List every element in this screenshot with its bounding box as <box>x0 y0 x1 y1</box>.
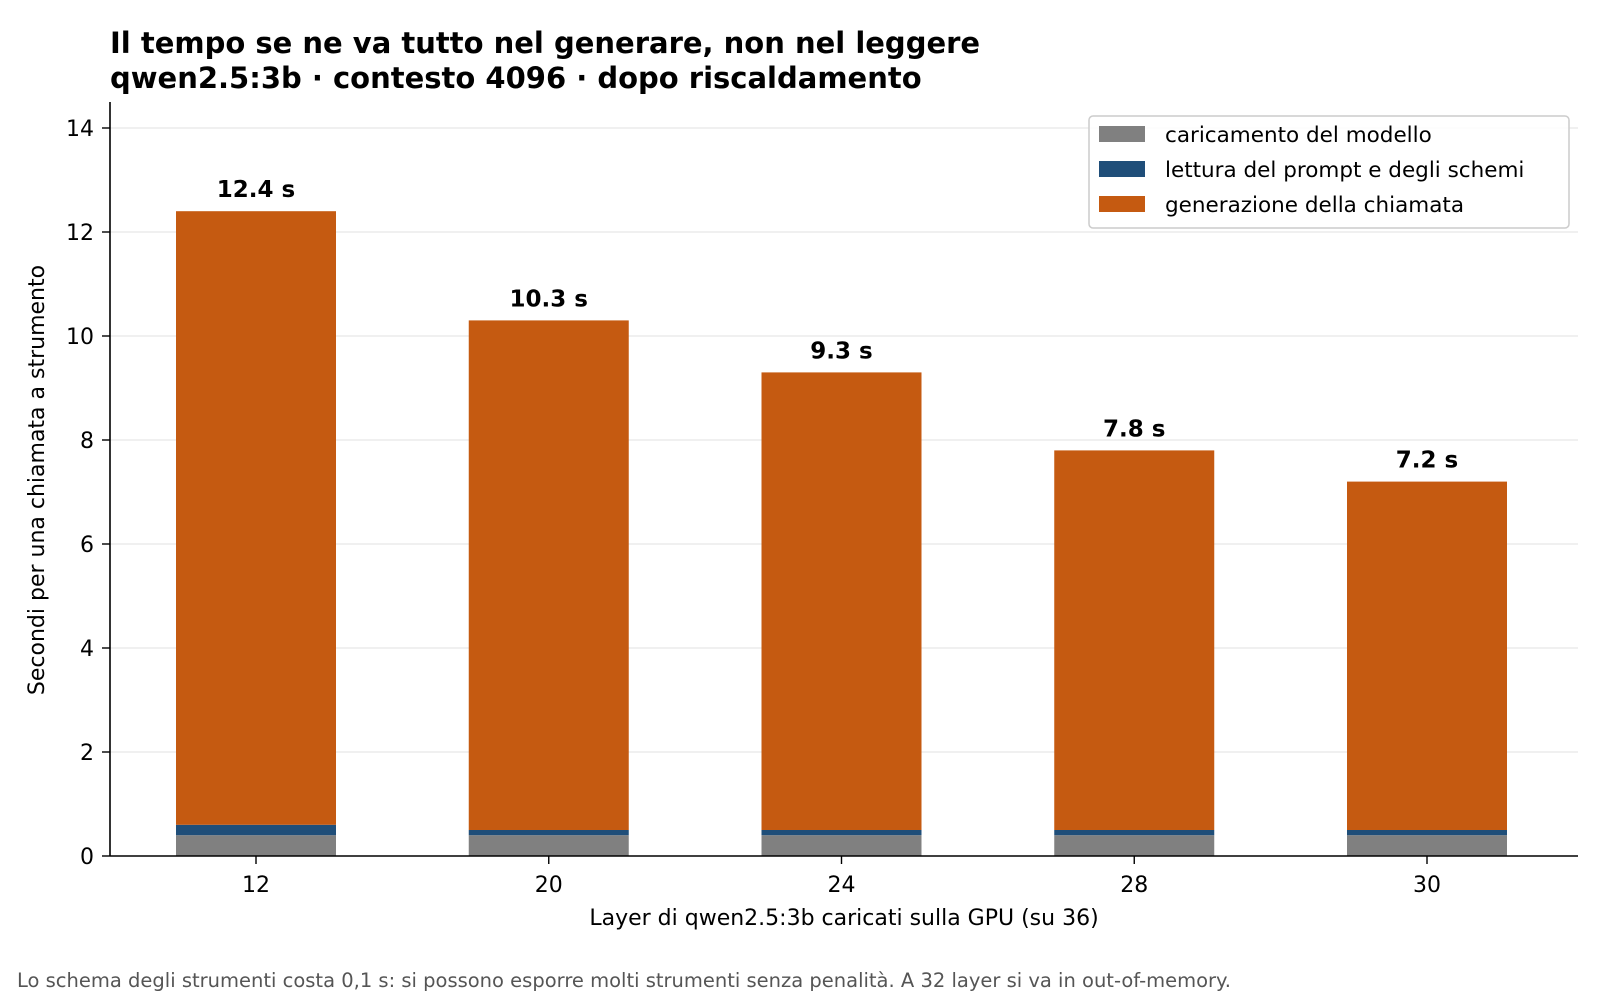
bar-segment <box>468 835 629 856</box>
bar-segment <box>1054 450 1215 830</box>
legend-label-lettura: lettura del prompt e degli schemi <box>1165 158 1524 183</box>
bars <box>176 211 1507 856</box>
bar-total-labels: 12.4 s 10.3 s 9.3 s 7.8 s 7.2 s <box>217 177 1458 473</box>
bar-segment <box>468 320 629 830</box>
bar-segment <box>1347 830 1507 836</box>
bar-total-label: 12.4 s <box>217 177 295 203</box>
y-axis-label: Secondi per una chiamata a strumento <box>25 265 50 695</box>
bar-segment <box>1054 835 1215 856</box>
legend-swatch-caricamento <box>1099 126 1145 142</box>
bar-segment <box>1347 835 1507 856</box>
bar-segment <box>761 835 922 856</box>
legend-box <box>1088 115 1570 229</box>
y-tick-label: 10 <box>66 325 94 350</box>
y-tick-label: 14 <box>66 117 94 142</box>
x-tick-label: 30 <box>1413 873 1441 898</box>
x-tick-label: 12 <box>242 873 270 898</box>
legend-label-generazione: generazione della chiamata <box>1165 193 1464 218</box>
bar-total-label: 7.8 s <box>1103 416 1165 442</box>
bar-segment <box>176 835 336 856</box>
bar-total-label: 7.2 s <box>1396 448 1458 474</box>
y-tick-label: 6 <box>80 533 94 558</box>
bar-segment <box>761 830 922 836</box>
legend-swatch-generazione <box>1099 196 1145 212</box>
bar-total-label: 10.3 s <box>510 286 588 312</box>
bar-total-label: 9.3 s <box>810 338 872 364</box>
y-tick-label: 12 <box>66 221 94 246</box>
footnote: Lo schema degli strumenti costa 0,1 s: s… <box>17 969 1231 992</box>
legend-swatch-lettura <box>1099 161 1145 177</box>
y-tick-label: 0 <box>80 845 94 870</box>
bar-segment <box>176 211 336 825</box>
chart-title: Il tempo se ne va tutto nel generare, no… <box>110 26 980 60</box>
chart-subtitle: qwen2.5:3b · contesto 4096 · dopo riscal… <box>110 61 922 95</box>
y-tick-label: 2 <box>80 741 94 766</box>
bar-segment <box>1347 481 1507 830</box>
y-axis-ticks: 0 2 4 6 8 10 12 14 <box>66 117 110 870</box>
legend-label-caricamento: caricamento del modello <box>1165 123 1432 148</box>
legend: caricamento del modello lettura del prom… <box>1088 115 1570 229</box>
y-tick-label: 4 <box>80 637 94 662</box>
x-tick-label: 24 <box>828 873 856 898</box>
y-tick-label: 8 <box>80 429 94 454</box>
bar-segment <box>176 824 336 836</box>
x-tick-label: 28 <box>1120 873 1148 898</box>
bar-segment <box>761 372 922 830</box>
x-axis-label: Layer di qwen2.5:3b caricati sulla GPU (… <box>589 906 1098 931</box>
x-tick-label: 20 <box>535 873 563 898</box>
bar-segment <box>1054 830 1215 836</box>
bar-segment <box>468 830 629 836</box>
x-axis-ticks: 12 20 24 28 30 <box>242 856 1441 898</box>
